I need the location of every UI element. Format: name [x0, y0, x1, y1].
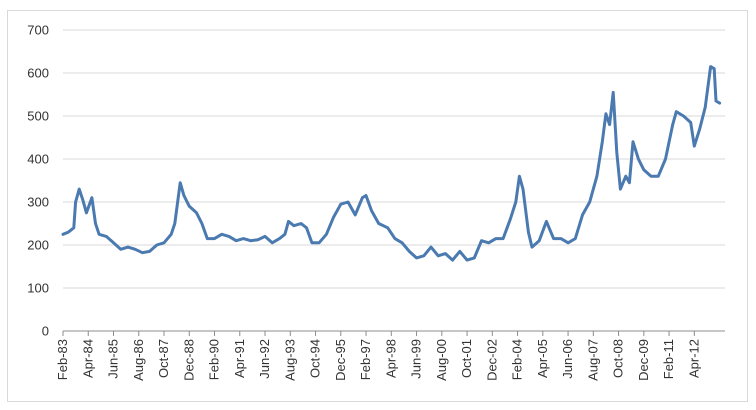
x-tick-label: Aug-07: [585, 339, 600, 381]
gridlines: [63, 29, 725, 332]
x-tick-label: Jun-99: [409, 339, 424, 379]
y-axis-ticks: 0 100 200 300 400 500 600 700: [27, 23, 49, 339]
y-tick-label: 200: [27, 238, 49, 253]
x-tick-label: Feb-83: [55, 339, 70, 380]
y-tick-label: 100: [27, 281, 49, 296]
x-tick-label: Aug-86: [131, 339, 146, 381]
x-tick-label: Jun-06: [560, 339, 575, 379]
y-tick-label: 500: [27, 109, 49, 124]
x-tick-label: Oct-94: [308, 339, 323, 378]
x-tick-label: Oct-01: [459, 339, 474, 378]
y-tick-label: 0: [42, 324, 49, 339]
x-tick-label: Dec-88: [181, 339, 196, 381]
y-tick-label: 400: [27, 152, 49, 167]
x-tick-label: Aug-00: [434, 339, 449, 381]
x-tick-label: Apr-91: [232, 339, 247, 378]
x-tick-label: Feb-04: [510, 339, 525, 380]
x-tick-label: Feb-97: [358, 339, 373, 380]
x-tick-label: Aug-93: [282, 339, 297, 381]
x-tick-label: Apr-05: [535, 339, 550, 378]
x-tick-label: Oct-87: [156, 339, 171, 378]
x-tick-label: Apr-84: [80, 339, 95, 378]
series-group: [61, 65, 722, 262]
x-tick-label: Dec-09: [636, 339, 651, 381]
x-tick-label: Apr-12: [686, 339, 701, 378]
x-tick-label: Jun-85: [106, 339, 121, 379]
y-tick-label: 700: [27, 23, 49, 38]
x-tick-label: Feb-11: [661, 339, 676, 379]
x-tick-label: Apr-98: [383, 339, 398, 378]
y-tick-label: 300: [27, 195, 49, 210]
x-tick-label: Oct-08: [611, 339, 626, 378]
chart-frame: [7, 10, 748, 402]
x-axis: Feb-83 Apr-84 Jun-85 Aug-86 Oct-87 Dec-88 Feb-…: [55, 331, 701, 381]
series-line: [61, 65, 722, 262]
x-tick-label: Dec-95: [333, 339, 348, 381]
y-tick-label: 600: [27, 66, 49, 81]
x-tick-label: Feb-90: [207, 339, 222, 380]
x-tick-label: Jun-92: [257, 339, 272, 379]
x-tick-label: Dec-02: [484, 339, 499, 381]
